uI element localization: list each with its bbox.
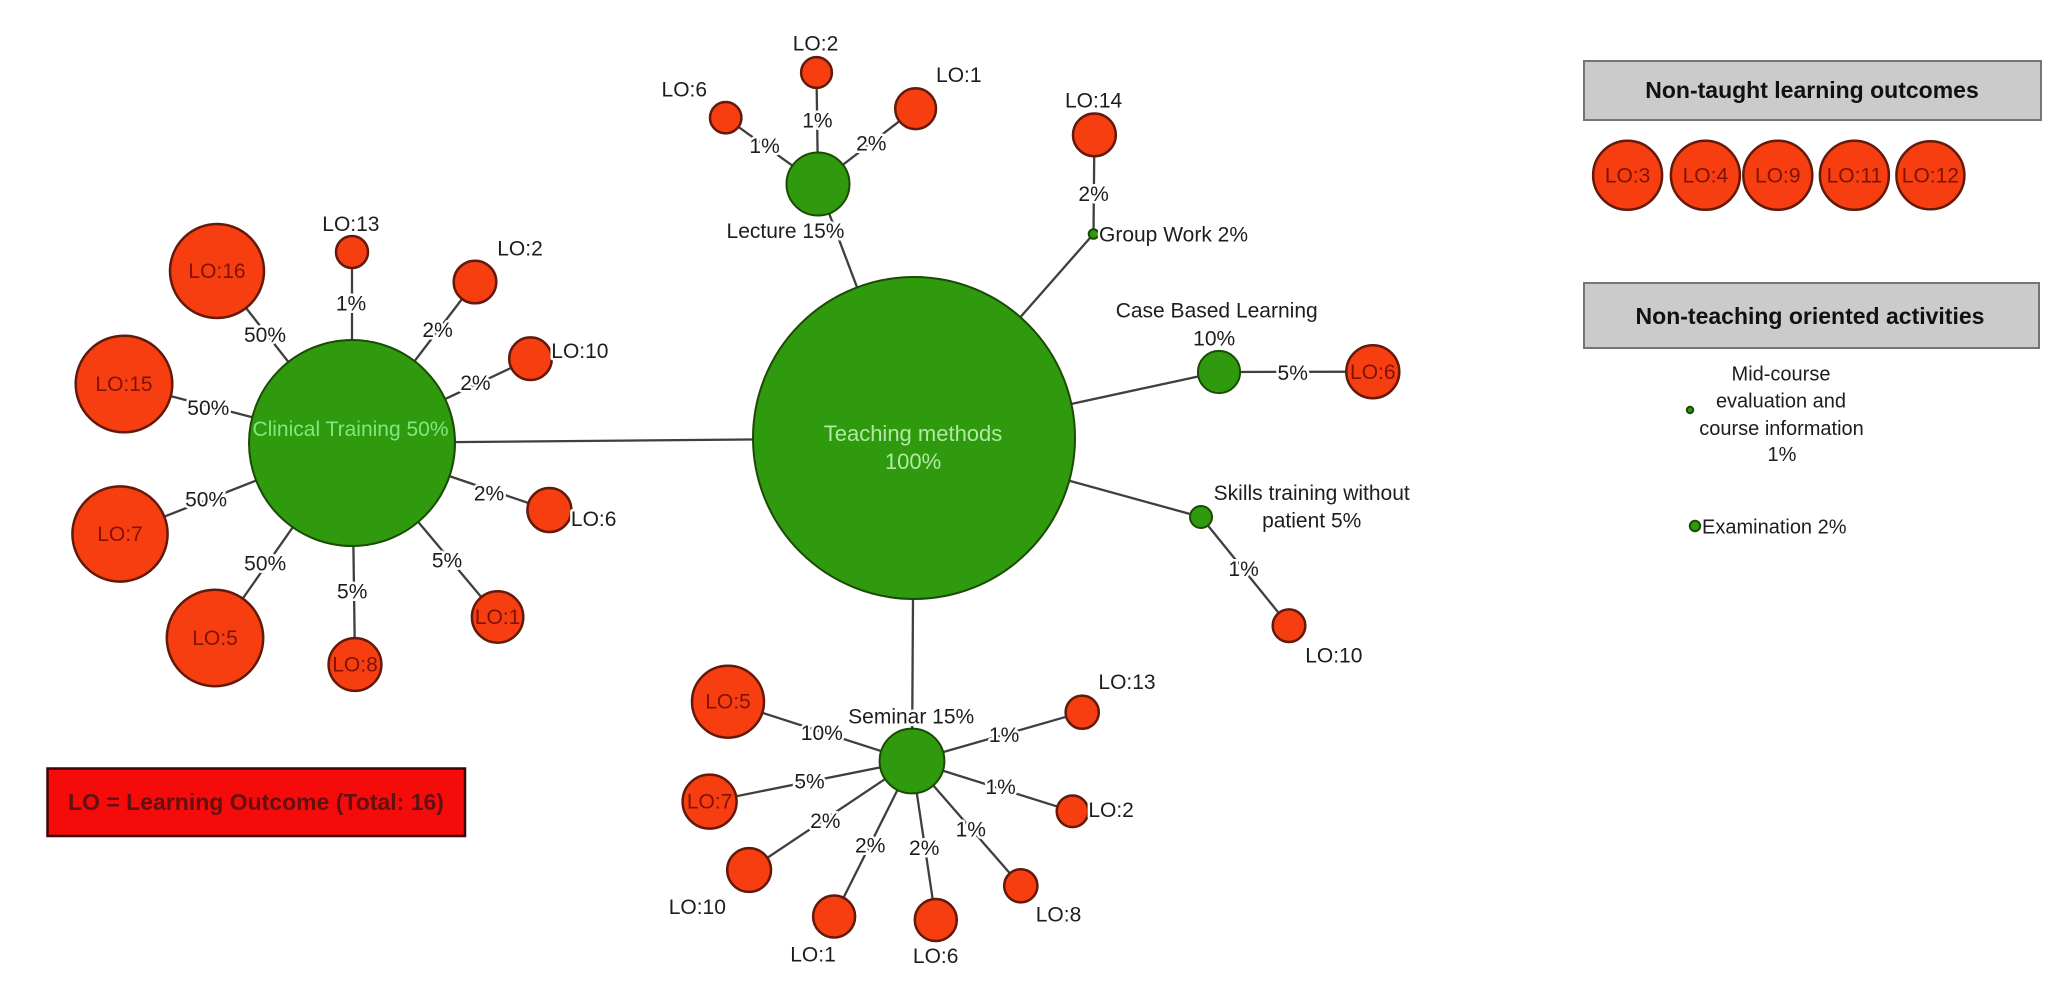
- svg-text:LO:14: LO:14: [1065, 90, 1123, 113]
- svg-text:LO:2: LO:2: [497, 238, 543, 261]
- svg-text:LO:6: LO:6: [1350, 361, 1396, 384]
- svg-text:LO:9: LO:9: [1755, 164, 1801, 187]
- svg-text:LO:13: LO:13: [322, 213, 379, 236]
- svg-text:Seminar 15%: Seminar 15%: [848, 706, 974, 729]
- svg-text:LO:8: LO:8: [332, 654, 378, 677]
- svg-text:LO:10: LO:10: [551, 340, 608, 363]
- svg-text:1%: 1%: [956, 819, 986, 842]
- svg-text:1%: 1%: [802, 110, 832, 133]
- svg-text:LO:5: LO:5: [192, 627, 238, 650]
- svg-text:2%: 2%: [474, 483, 504, 506]
- svg-text:LO:2: LO:2: [793, 32, 839, 55]
- svg-text:Examination 2%: Examination 2%: [1702, 516, 1847, 538]
- svg-text:50%: 50%: [244, 324, 286, 347]
- svg-text:1%: 1%: [749, 135, 779, 158]
- svg-text:patient 5%: patient 5%: [1262, 510, 1361, 533]
- svg-text:50%: 50%: [187, 397, 229, 420]
- svg-text:Non-teaching oriented activiti: Non-teaching oriented activities: [1636, 303, 1985, 329]
- svg-text:LO:15: LO:15: [95, 373, 152, 396]
- svg-text:2%: 2%: [460, 372, 490, 395]
- svg-text:LO:6: LO:6: [571, 508, 617, 531]
- svg-text:1%: 1%: [985, 776, 1015, 799]
- svg-text:evaluation and: evaluation and: [1716, 390, 1846, 412]
- svg-text:2%: 2%: [422, 319, 452, 342]
- svg-text:2%: 2%: [909, 837, 939, 860]
- svg-text:Non-taught learning outcomes: Non-taught learning outcomes: [1645, 77, 1979, 103]
- svg-text:LO:1: LO:1: [936, 64, 982, 87]
- svg-text:2%: 2%: [856, 132, 886, 155]
- svg-text:LO:10: LO:10: [669, 896, 726, 919]
- svg-text:Skills training without: Skills training without: [1214, 482, 1410, 505]
- svg-text:LO:12: LO:12: [1902, 164, 1959, 187]
- svg-text:50%: 50%: [185, 489, 227, 512]
- svg-text:1%: 1%: [336, 293, 366, 316]
- svg-text:5%: 5%: [794, 771, 824, 794]
- svg-text:LO:16: LO:16: [188, 260, 245, 283]
- svg-text:LO:2: LO:2: [1088, 799, 1134, 822]
- svg-text:LO:5: LO:5: [705, 691, 751, 714]
- svg-text:Group Work 2%: Group Work 2%: [1099, 223, 1248, 246]
- svg-text:LO:1: LO:1: [790, 943, 836, 966]
- svg-text:5%: 5%: [432, 549, 462, 572]
- svg-text:1%: 1%: [1768, 444, 1797, 466]
- svg-text:LO:1: LO:1: [475, 606, 521, 629]
- svg-text:2%: 2%: [1078, 183, 1108, 206]
- svg-text:2%: 2%: [855, 834, 885, 857]
- svg-text:LO:8: LO:8: [1036, 904, 1082, 927]
- svg-text:LO:6: LO:6: [662, 79, 708, 102]
- svg-text:Lecture 15%: Lecture 15%: [727, 220, 845, 243]
- svg-text:50%: 50%: [244, 553, 286, 576]
- svg-text:LO:3: LO:3: [1605, 164, 1651, 187]
- svg-text:10%: 10%: [801, 722, 843, 745]
- svg-text:LO:13: LO:13: [1098, 671, 1155, 694]
- svg-text:LO:6: LO:6: [913, 945, 959, 968]
- svg-text:Clinical Training 50%: Clinical Training 50%: [252, 418, 448, 441]
- svg-text:LO:4: LO:4: [1683, 164, 1729, 187]
- svg-text:LO:10: LO:10: [1305, 645, 1362, 668]
- svg-text:LO:11: LO:11: [1827, 164, 1883, 187]
- svg-text:10%: 10%: [1193, 328, 1235, 351]
- svg-text:5%: 5%: [1278, 362, 1308, 385]
- svg-text:Teaching methods: Teaching methods: [824, 421, 1003, 446]
- svg-text:1%: 1%: [1228, 558, 1258, 581]
- svg-text:1%: 1%: [989, 724, 1019, 747]
- svg-text:5%: 5%: [337, 580, 367, 603]
- svg-text:LO:7: LO:7: [687, 791, 733, 814]
- svg-text:Mid-course: Mid-course: [1732, 363, 1831, 385]
- svg-text:course information: course information: [1699, 418, 1864, 440]
- svg-text:Case Based Learning: Case Based Learning: [1116, 300, 1318, 323]
- svg-text:LO:7: LO:7: [97, 523, 143, 546]
- svg-text:LO = Learning Outcome (Total:: LO = Learning Outcome (Total: 16): [68, 789, 444, 815]
- svg-text:100%: 100%: [885, 449, 941, 474]
- svg-text:2%: 2%: [810, 810, 840, 833]
